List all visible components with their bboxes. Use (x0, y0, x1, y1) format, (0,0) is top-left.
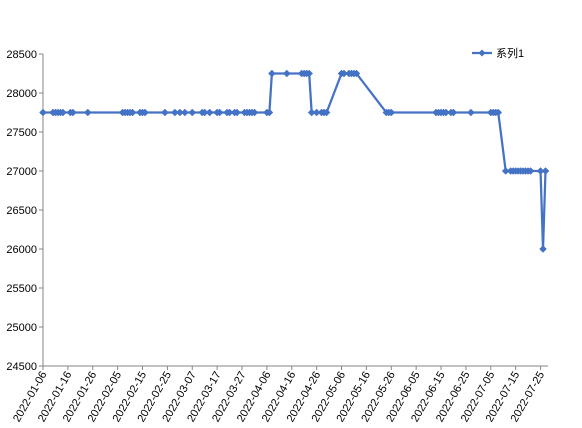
data-point-marker (250, 108, 259, 117)
data-point-marker (141, 108, 149, 117)
data-point-marker (494, 108, 503, 117)
y-axis: 24500 25000 25500 26000 26500 27000 27500 28000… (6, 49, 44, 373)
y-tick-label: 26000 (6, 244, 37, 256)
data-point-marker (305, 69, 314, 78)
data-point-marker (526, 167, 535, 175)
data-point-marker (39, 108, 47, 117)
data-point-marker (265, 108, 274, 117)
data-point-marker (467, 108, 475, 117)
data-point-marker (322, 108, 331, 117)
legend: 系列1 (472, 46, 524, 60)
data-point-marker (352, 69, 361, 78)
data-point-marker (161, 108, 169, 117)
data-point-marker (539, 245, 547, 253)
legend-marker-swatch (478, 49, 486, 57)
data-point-marker (215, 108, 224, 117)
data-point-marker (387, 108, 396, 117)
data-point-marker (268, 69, 276, 78)
y-tick-label: 27000 (6, 166, 37, 178)
y-tick-label: 24500 (6, 361, 37, 373)
data-point-marker (282, 69, 291, 78)
legend-label: 系列1 (496, 46, 524, 60)
series-markers (39, 69, 550, 253)
y-tick-label: 25000 (6, 322, 37, 334)
series-line (43, 72, 547, 251)
data-point-marker (128, 108, 137, 117)
data-point-marker (180, 108, 189, 117)
y-tick-label: 26500 (6, 205, 37, 217)
y-tick-label: 25500 (6, 283, 37, 295)
data-point-marker (188, 108, 197, 117)
data-point-marker (68, 108, 77, 117)
y-tick-label: 27500 (6, 127, 37, 139)
y-tick-label: 28000 (6, 88, 37, 100)
data-point-marker (59, 108, 67, 117)
data-point-marker (233, 108, 241, 117)
data-point-marker (83, 108, 92, 117)
y-tick-label: 28500 (6, 49, 37, 61)
data-point-marker (205, 108, 214, 117)
data-point-marker (541, 167, 550, 175)
series-lines (43, 72, 547, 251)
x-axis: 2022-01-062022-01-162022-01-262022-02-05… (11, 365, 548, 424)
data-point-marker (449, 108, 458, 117)
